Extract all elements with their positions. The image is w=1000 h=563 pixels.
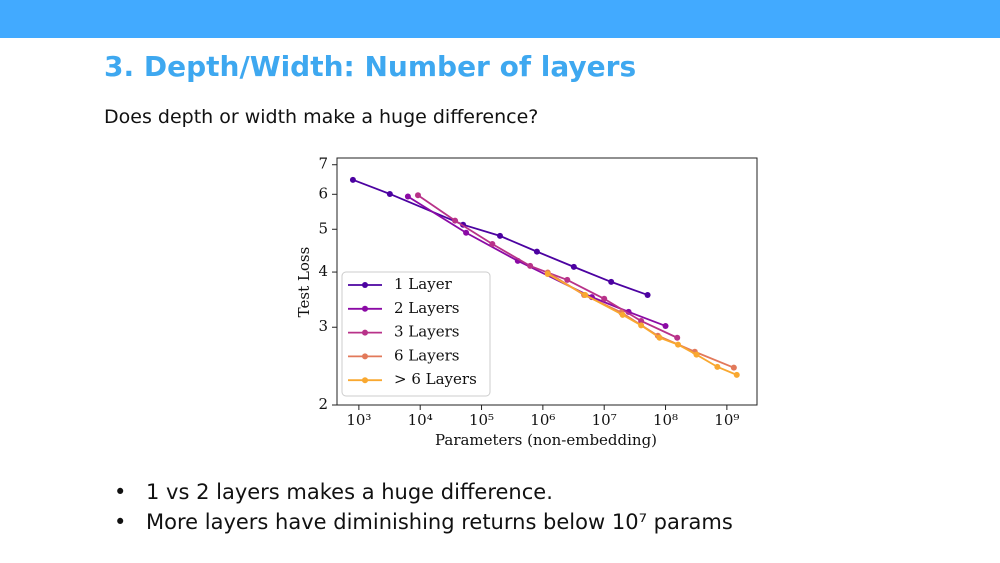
bullet-text: 1 vs 2 layers makes a huge difference. xyxy=(146,480,553,504)
x-tick-label: 10⁵ xyxy=(469,411,494,429)
data-point xyxy=(638,322,645,329)
y-axis-label: Test Loss xyxy=(295,247,313,318)
data-point xyxy=(527,262,534,269)
slide-title: 3. Depth/Width: Number of layers xyxy=(104,50,637,83)
data-point xyxy=(564,276,571,283)
data-point xyxy=(544,270,551,277)
data-point xyxy=(414,192,421,199)
legend-label: 3 Layers xyxy=(394,323,459,341)
plot-frame xyxy=(336,157,758,406)
bullet: • 1 vs 2 layers makes a huge difference. xyxy=(114,480,553,504)
data-point xyxy=(489,241,496,248)
y-tick-label: 5 xyxy=(318,219,328,237)
data-point xyxy=(674,334,681,341)
series-line xyxy=(352,178,648,296)
y-tick-label: 4 xyxy=(318,262,328,280)
legend-marker xyxy=(362,377,368,384)
data-point xyxy=(582,291,589,298)
legend-box xyxy=(341,271,491,397)
data-point xyxy=(714,363,721,370)
data-point xyxy=(644,291,651,298)
legend-marker xyxy=(362,329,368,336)
x-tick-label: 10³ xyxy=(346,411,371,429)
data-point xyxy=(386,190,393,197)
legend-marker xyxy=(362,282,368,288)
data-point xyxy=(656,334,663,341)
data-point xyxy=(675,341,682,348)
data-point xyxy=(601,295,608,302)
slide-subtitle: Does depth or width make a huge differen… xyxy=(104,106,539,128)
y-tick-label: 3 xyxy=(318,317,328,335)
x-tick-label: 10⁸ xyxy=(653,411,678,429)
x-tick-label: 10⁹ xyxy=(714,411,739,429)
bullet: • More layers have diminishing returns be… xyxy=(114,510,733,534)
header-bar xyxy=(0,0,1000,38)
data-point xyxy=(608,278,615,285)
data-point xyxy=(463,229,470,236)
legend-label: 6 Layers xyxy=(394,346,459,364)
data-point xyxy=(452,217,459,224)
y-tick-label: 6 xyxy=(318,184,328,202)
bullet-text: More layers have diminishing returns bel… xyxy=(146,510,733,534)
legend-label: > 6 Layers xyxy=(394,370,477,388)
data-point xyxy=(662,322,669,329)
data-point xyxy=(619,311,626,318)
x-tick-label: 10⁶ xyxy=(530,411,555,429)
data-point xyxy=(496,232,503,239)
data-point xyxy=(638,317,645,324)
legend-marker xyxy=(362,305,368,312)
legend-marker xyxy=(362,353,368,360)
data-point xyxy=(404,193,411,200)
x-tick-label: 10⁷ xyxy=(592,411,617,429)
x-axis-label: Parameters (non-embedding) xyxy=(435,431,657,449)
legend-label: 2 Layers xyxy=(394,299,459,317)
data-point xyxy=(570,263,577,270)
series-line xyxy=(407,195,666,327)
data-point xyxy=(733,371,740,378)
data-point xyxy=(533,248,540,255)
y-tick-label: 7 xyxy=(318,155,328,173)
data-point xyxy=(730,364,737,371)
y-tick-label: 2 xyxy=(318,395,328,413)
data-point xyxy=(693,351,700,358)
data-point xyxy=(349,176,356,183)
x-tick-label: 10⁴ xyxy=(408,411,433,429)
legend-label: 1 Layer xyxy=(394,275,453,293)
